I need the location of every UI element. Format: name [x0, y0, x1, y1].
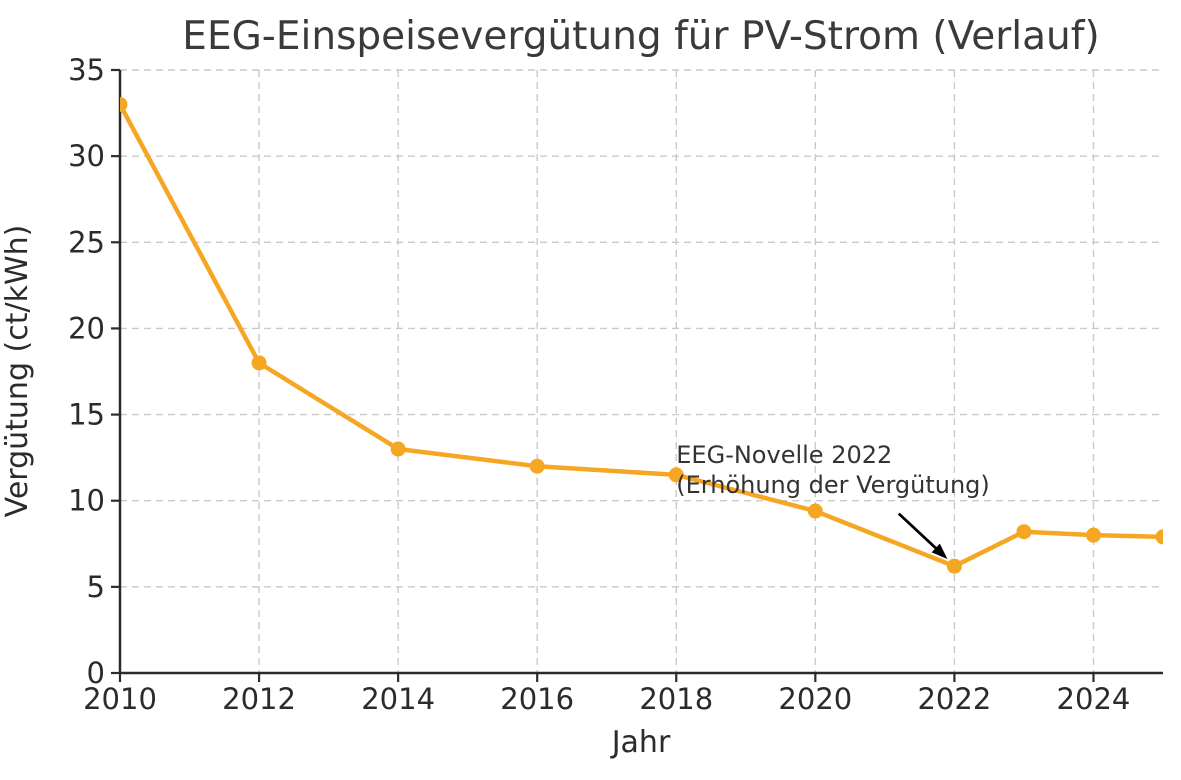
- data-point: [668, 467, 684, 483]
- y-tick-label: 5: [87, 570, 105, 604]
- plot-area: 0 5 10 15 20 25 30 35 2010 2012 2014 2016 2018 2020 20…: [68, 53, 1163, 716]
- data-point: [251, 355, 267, 371]
- x-tick-label: 2020: [778, 682, 852, 716]
- x-tick-label: 2012: [222, 682, 296, 716]
- data-point: [807, 503, 823, 519]
- y-tick-label: 10: [68, 484, 105, 518]
- data-point: [946, 558, 962, 574]
- data-point: [1085, 527, 1101, 543]
- data-series: [120, 96, 1163, 574]
- annotation-arrow-shaft: [897, 512, 939, 552]
- y-tick-label: 30: [68, 139, 105, 173]
- y-tick-label: 35: [68, 53, 105, 87]
- data-point: [120, 96, 128, 112]
- y-tick-label: 15: [68, 398, 105, 432]
- y-tick-label: 25: [68, 225, 105, 259]
- x-tick-label: 2010: [83, 682, 157, 716]
- x-tick-label: 2024: [1057, 682, 1131, 716]
- series-line: [120, 103, 1163, 569]
- y-tick-label: 20: [68, 311, 105, 345]
- x-tick-label: 2016: [500, 682, 574, 716]
- data-point: [1155, 529, 1163, 545]
- data-point: [529, 458, 545, 474]
- annotation-line-1: EEG-Novelle 2022: [676, 441, 892, 469]
- y-tick-label: 0: [87, 656, 105, 690]
- data-point: [390, 441, 406, 457]
- x-tick-label: 2018: [639, 682, 713, 716]
- x-tick-label: 2014: [361, 682, 435, 716]
- annotation-arrow-head: [931, 543, 948, 559]
- x-tick-label: 2022: [917, 682, 991, 716]
- data-point: [1016, 524, 1032, 540]
- y-axis-label: Vergütung (ct/kWh): [0, 225, 35, 518]
- x-axis-label: Jahr: [610, 725, 671, 760]
- chart-title: EEG-Einspeisevergütung für PV-Strom (Ver…: [182, 14, 1099, 59]
- annotation-line-2: (Erhöhung der Vergütung): [676, 471, 990, 499]
